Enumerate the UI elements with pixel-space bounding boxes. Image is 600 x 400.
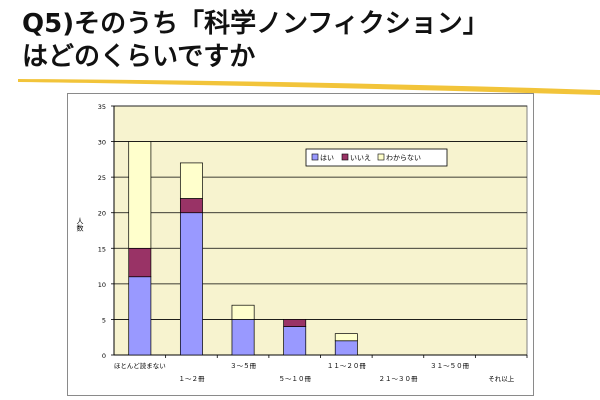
x-tick-label: ２１～３０冊 xyxy=(378,375,418,383)
legend-box xyxy=(305,148,448,167)
legend-swatch xyxy=(341,153,349,161)
y-tick-label: 15 xyxy=(98,245,106,253)
bar-segment-iie xyxy=(283,319,307,327)
bar-segment-iie xyxy=(128,247,152,278)
bar-segment-wakaranai xyxy=(231,304,255,320)
bar-segment-hai xyxy=(179,212,203,356)
bar-segment-hai xyxy=(334,340,358,356)
y-tick-label: 30 xyxy=(98,139,106,147)
x-tick-label: それ以上 xyxy=(488,374,515,383)
chart-container: 0 5 10 15 20 25 30 35 人数ほとんど読まない １～２冊 ３～５冊 ５～１０冊 １１～… xyxy=(67,93,534,396)
legend-entry-label: いいえ xyxy=(350,154,371,162)
y-tick-label: 35 xyxy=(98,103,106,111)
x-tick-label: ５～１０冊 xyxy=(278,375,311,383)
slide-title: Q5)そのうち「科学ノンフィクション」 はどのくらいですか xyxy=(22,8,489,74)
bar-segment-wakaranai xyxy=(179,162,203,199)
y-tick-label: 25 xyxy=(98,174,106,182)
y-tick-label: 20 xyxy=(98,210,106,218)
slide-title-line2: はどのくらいですか xyxy=(22,42,256,72)
bar-segment-hai xyxy=(231,319,255,356)
bar-segment-hai xyxy=(283,326,307,356)
x-tick-label: ３１～５０冊 xyxy=(430,362,470,370)
legend-entry-label: はい xyxy=(320,154,334,162)
title-underline-stroke xyxy=(18,79,600,95)
y-axis-label: 人数 xyxy=(76,218,84,233)
legend-swatch xyxy=(311,153,319,161)
x-tick-label: ３～５冊 xyxy=(230,362,257,370)
slide-title-line1: Q5)そのうち「科学ノンフィクション」 xyxy=(22,9,489,39)
y-tick-label: 5 xyxy=(102,316,106,324)
plot-area xyxy=(113,105,528,356)
bar-segment-wakaranai xyxy=(334,333,358,342)
legend-entry-label: わからない xyxy=(386,154,421,162)
title-underline xyxy=(18,79,600,95)
y-tick-label: 0 xyxy=(102,352,106,360)
bar-segment-hai xyxy=(128,276,152,356)
bar-segment-wakaranai xyxy=(128,141,152,249)
legend-swatch xyxy=(377,153,385,161)
y-tick-label: 10 xyxy=(98,281,106,289)
x-tick-label: ほとんど読まない xyxy=(114,361,166,370)
x-tick-label: １～２冊 xyxy=(178,375,205,383)
bar-segment-iie xyxy=(179,198,203,214)
x-tick-label: １１～２０冊 xyxy=(327,362,367,370)
